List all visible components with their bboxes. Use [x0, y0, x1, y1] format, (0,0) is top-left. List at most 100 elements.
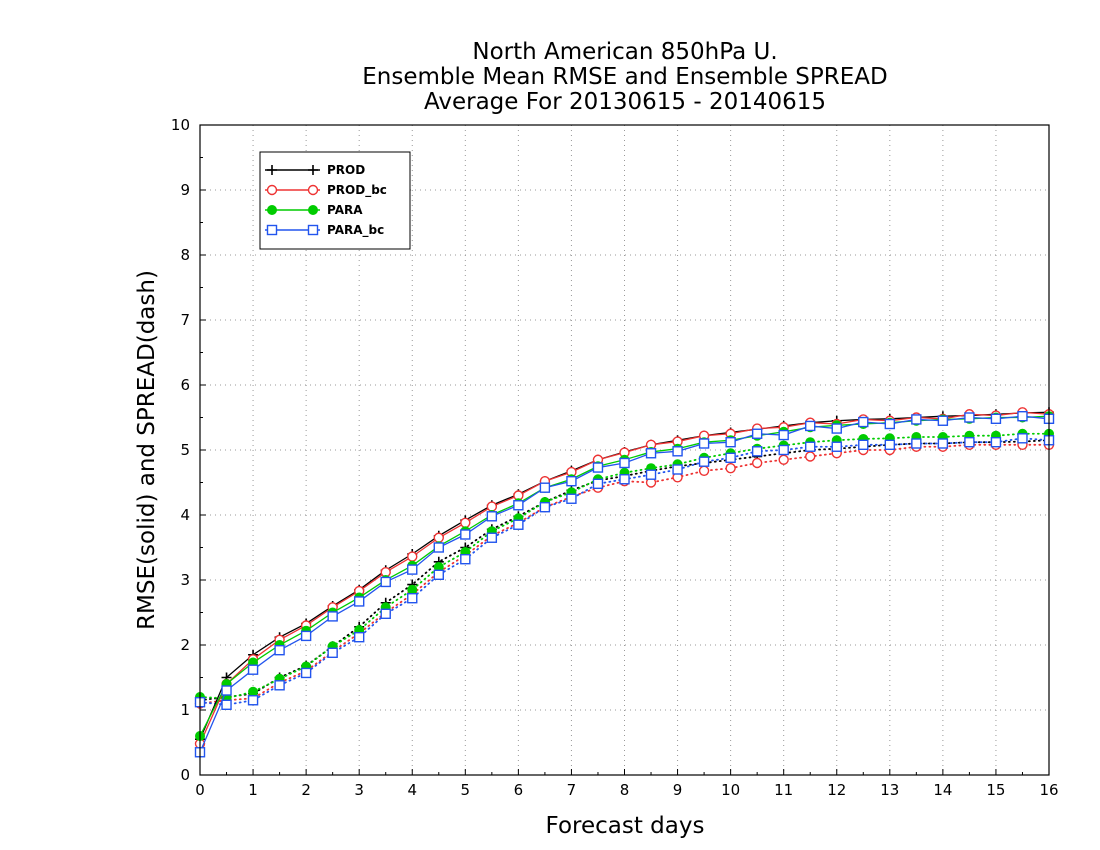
para-bc-spread-point — [221, 699, 232, 710]
para-bc-spread-point — [247, 695, 259, 706]
para-bc-spread-point — [407, 593, 418, 604]
para-bc-rmse-point — [937, 415, 949, 426]
para-bc-rmse-point — [645, 448, 657, 459]
para-bc-rmse-point — [539, 482, 551, 493]
chart-title-line-2: Ensemble Mean RMSE and Ensemble SPREAD — [362, 64, 887, 90]
para-bc-spread-point — [353, 632, 365, 643]
x-tick-label: 5 — [461, 781, 471, 799]
para-bc-spread-point — [327, 647, 338, 658]
para-bc-rmse-point — [380, 576, 391, 588]
para-bc-rmse-point — [300, 630, 312, 642]
legend: PROD PROD_bc PARA PARA_bc — [259, 151, 411, 250]
prod-bc-rmse-point — [486, 501, 498, 512]
legend-marker — [307, 184, 319, 196]
para-bc-rmse-point — [513, 500, 524, 511]
para-bc-spread-point — [486, 532, 498, 543]
para-bc-rmse-point — [990, 413, 1002, 424]
prod-bc-spread-point — [725, 463, 736, 474]
para-bc-spread-point — [805, 441, 816, 452]
para-bc-spread-point — [911, 438, 922, 449]
prod-bc-spread-point — [805, 451, 816, 462]
legend-marker — [266, 184, 278, 196]
x-tick-label: 6 — [514, 781, 524, 799]
x-tick-label: 0 — [195, 781, 205, 799]
y-tick-label: 9 — [180, 181, 190, 199]
y-tick-label: 2 — [180, 636, 190, 654]
legend-label: PARA — [327, 203, 363, 217]
legend-marker — [266, 224, 278, 236]
para-bc-spread-point — [698, 456, 710, 467]
para-bc-rmse-point — [778, 429, 789, 441]
x-tick-label: 13 — [880, 781, 899, 799]
para-bc-rmse-series — [194, 411, 1055, 758]
para-bc-spread-point — [858, 439, 869, 450]
legend-item-para-bc: PARA_bc — [265, 223, 384, 238]
prod-bc-rmse-point — [460, 517, 471, 528]
x-tick-label: 10 — [721, 781, 740, 799]
y-tick-label: 8 — [180, 246, 190, 264]
prod-bc-spread-point — [751, 457, 763, 469]
para-bc-rmse-point — [221, 685, 232, 696]
para-bc-spread-point — [990, 437, 1002, 448]
x-tick-label: 2 — [301, 781, 311, 799]
y-tick-label: 5 — [180, 441, 190, 459]
para-bc-rmse-point — [460, 529, 471, 540]
legend-item-para: PARA — [265, 203, 363, 217]
para-spread-point — [407, 584, 418, 595]
para-spread-point — [248, 686, 259, 697]
para-bc-rmse-point — [566, 476, 577, 487]
para-bc-spread-point — [884, 439, 896, 450]
x-tick-label: 7 — [567, 781, 577, 799]
y-tick-label: 4 — [180, 506, 190, 524]
x-tick-label: 14 — [933, 781, 952, 799]
para-bc-rmse-point — [274, 645, 285, 656]
x-tick-label: 11 — [774, 781, 793, 799]
x-tick-label: 12 — [827, 781, 846, 799]
prod-bc-rmse-point — [407, 551, 418, 562]
para-bc-spread-point — [619, 474, 630, 485]
x-tick-label: 16 — [1039, 781, 1058, 799]
x-tick-label: 15 — [986, 781, 1005, 799]
y-tick-label: 10 — [171, 116, 190, 134]
para-bc-spread-point — [513, 519, 524, 530]
para-bc-rmse-point — [858, 416, 869, 428]
para-bc-rmse-point — [751, 428, 763, 439]
x-tick-label: 1 — [248, 781, 258, 799]
chart-title-line-1: North American 850hPa U. — [472, 39, 777, 65]
y-tick-label: 7 — [180, 311, 190, 329]
para-bc-rmse-point — [433, 542, 444, 553]
para-bc-rmse-point — [672, 446, 683, 457]
plot-frame — [199, 124, 1050, 776]
x-axis-label: Forecast days — [546, 813, 705, 839]
para-bc-rmse-point — [407, 564, 418, 575]
legend-label: PROD_bc — [327, 183, 387, 198]
y-tick-label: 0 — [180, 766, 190, 784]
para-bc-spread-point — [964, 437, 975, 448]
legend-marker — [267, 205, 277, 215]
para-bc-spread-point — [274, 680, 285, 691]
spread-lines — [194, 428, 1055, 710]
para-bc-rmse-point — [725, 437, 736, 448]
x-tick-label: 3 — [354, 781, 364, 799]
para-bc-rmse-point — [964, 412, 975, 423]
legend-marker — [308, 205, 318, 215]
legend-label: PARA_bc — [327, 223, 384, 238]
para-bc-rmse-point — [619, 457, 630, 469]
para-bc-rmse-point — [1017, 411, 1028, 422]
prod-bc-rmse-point — [433, 532, 444, 543]
para-bc-spread-point — [300, 667, 312, 679]
para-bc-spread-point — [1017, 433, 1028, 444]
para-bc-spread-point — [937, 438, 949, 449]
para-bc-rmse-point — [831, 423, 842, 434]
rmse-lines — [194, 407, 1055, 758]
para-bc-rmse-point — [353, 596, 365, 607]
legend-item-prod-bc: PROD_bc — [265, 183, 387, 198]
legend-marker — [307, 224, 319, 236]
legend-items: PROD PROD_bc PARA PARA_bc — [265, 163, 387, 238]
legend-item-prod: PROD — [265, 163, 365, 177]
y-tick-label: 3 — [180, 571, 190, 589]
prod-bc-spread-point — [698, 465, 710, 476]
para-bc-spread-point — [539, 502, 551, 513]
